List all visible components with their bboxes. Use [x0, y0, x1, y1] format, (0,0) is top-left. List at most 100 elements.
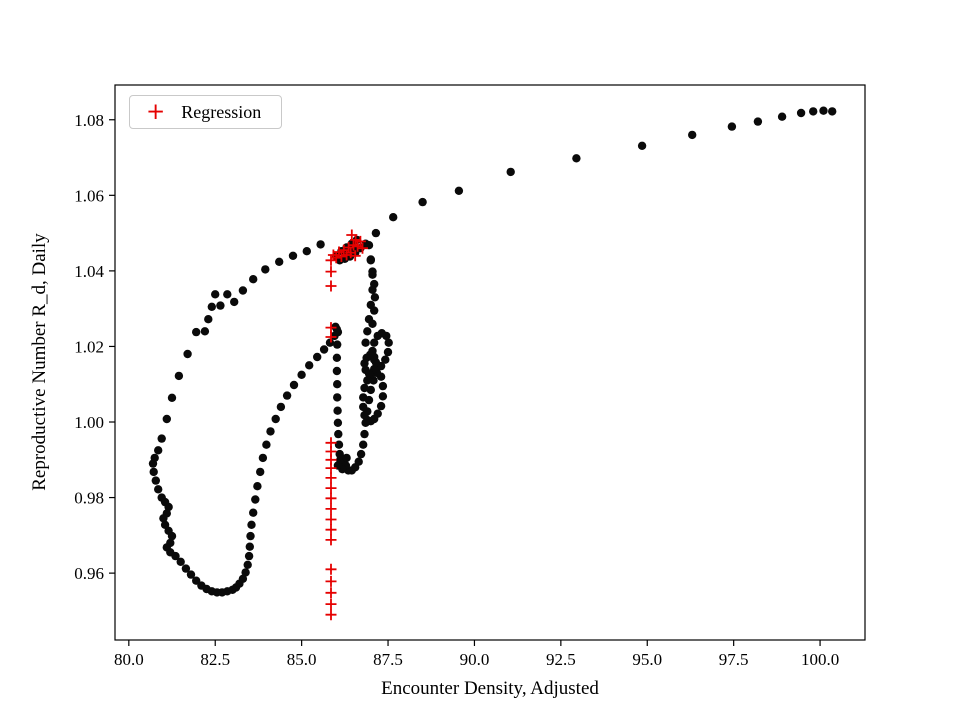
scatter-point — [241, 568, 250, 577]
scatter-point — [777, 112, 787, 121]
scatter-point — [243, 560, 252, 569]
regression-point — [325, 492, 337, 504]
scatter-point — [174, 371, 184, 381]
scatter-point — [364, 241, 374, 250]
scatter-point — [506, 167, 515, 177]
scatter-point — [186, 570, 196, 579]
regression-point — [346, 229, 358, 241]
scatter-point — [271, 414, 280, 424]
scatter-point — [332, 366, 342, 376]
scatter-point — [370, 293, 380, 302]
scatter-point — [370, 306, 379, 315]
scatter-point — [376, 401, 386, 411]
scatter-point — [200, 327, 210, 336]
regression-plus-icon: + — [146, 99, 166, 125]
scatter-point — [333, 406, 342, 415]
regression-point — [354, 235, 366, 247]
scatter-point — [181, 564, 191, 573]
regression-point — [325, 587, 337, 599]
scatter-point — [256, 467, 265, 477]
regression-point — [325, 609, 337, 621]
regression-point — [325, 280, 337, 292]
scatter-point — [282, 391, 292, 400]
scatter-point — [378, 381, 388, 391]
regression-point — [325, 563, 337, 575]
scatter-point — [334, 440, 344, 449]
scatter-point — [359, 402, 368, 412]
scatter-point — [316, 240, 325, 249]
regression-point — [325, 322, 337, 334]
y-tick-label: 1.00 — [74, 413, 104, 432]
legend-label: Regression — [181, 101, 262, 122]
scatter-point — [288, 251, 298, 260]
scatter-point — [637, 141, 647, 150]
axes-frame — [114, 84, 866, 641]
scatter-point — [370, 279, 379, 289]
scatter-point — [360, 429, 369, 439]
scatter-point — [727, 122, 737, 131]
scatter-point — [183, 349, 192, 359]
scatter-point — [342, 453, 351, 463]
regression-point — [325, 472, 337, 484]
scatter-point — [319, 345, 329, 354]
regression-point — [325, 331, 337, 343]
x-tick-label: 95.0 — [632, 650, 662, 669]
scatter-point — [245, 542, 254, 551]
regression-point — [330, 252, 342, 264]
scatter-point — [796, 108, 806, 118]
scatter-point — [246, 531, 255, 541]
scatter-point — [332, 353, 342, 362]
scatter-point — [368, 319, 377, 328]
regression-point — [357, 242, 368, 254]
x-tick-label: 100.0 — [801, 650, 839, 669]
regression-point — [335, 251, 347, 262]
regression-point — [325, 503, 337, 515]
scatter-point — [363, 327, 372, 336]
scatter-point — [373, 331, 382, 341]
scatter-point — [360, 411, 369, 420]
x-tick-label: 92.5 — [546, 650, 576, 669]
scatter-point — [207, 302, 216, 311]
scatter-point — [381, 355, 390, 364]
scatter-point — [253, 482, 262, 491]
regression-point — [325, 575, 337, 587]
scatter-point — [454, 186, 464, 195]
scatter-point — [261, 265, 270, 274]
regression-point — [349, 250, 361, 262]
scatter-point — [154, 485, 163, 494]
regression-point — [325, 437, 337, 449]
scatter-point — [154, 446, 163, 455]
x-tick-label: 80.0 — [114, 650, 144, 669]
scatter-point — [167, 393, 177, 402]
scatter-point — [157, 434, 166, 443]
scatter-point — [164, 502, 173, 512]
scatter-point — [216, 301, 225, 310]
x-tick-label: 85.0 — [287, 650, 317, 669]
scatter-point — [162, 414, 171, 424]
regression-point — [325, 598, 337, 610]
scatter-point — [333, 418, 343, 427]
x-tick-label: 87.5 — [373, 650, 403, 669]
scatter-point — [378, 392, 388, 401]
regression-point — [343, 242, 355, 253]
scatter-point — [333, 327, 343, 337]
scatter-point — [192, 327, 201, 337]
scatter-point — [333, 340, 342, 349]
scatter-point — [360, 383, 369, 393]
x-tick-label: 97.5 — [719, 650, 749, 669]
regression-point — [325, 524, 337, 536]
y-tick-label: 0.96 — [74, 564, 104, 583]
scatter-point — [176, 557, 185, 566]
scatter-point — [383, 347, 393, 357]
x-tick-label: 90.0 — [460, 650, 490, 669]
y-tick-label: 1.06 — [74, 186, 104, 205]
regression-point — [325, 514, 337, 525]
scatter-point — [151, 476, 160, 485]
scatter-point — [359, 440, 368, 449]
x-tick-label: 82.5 — [200, 650, 230, 669]
scatter-point — [384, 338, 393, 347]
regression-point — [325, 266, 337, 278]
scatter-point — [297, 370, 306, 379]
